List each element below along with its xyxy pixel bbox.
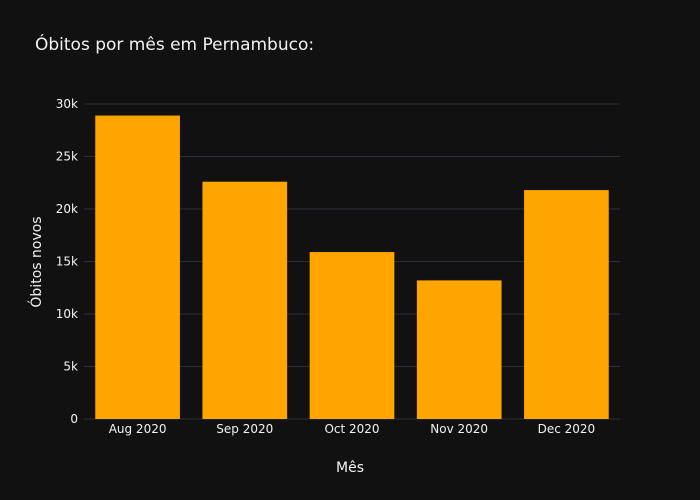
y-axis-ticks: 0 5k 10k 15k 20k 25k 30k [56, 97, 78, 426]
bar[interactable] [95, 115, 180, 420]
x-tick-label: Aug 2020 [109, 422, 167, 436]
y-tick-label: 25k [56, 150, 78, 164]
x-tick-label: Nov 2020 [430, 422, 488, 436]
bar[interactable] [309, 252, 395, 419]
bars [95, 115, 609, 420]
y-tick-label: 10k [56, 307, 78, 321]
bar[interactable] [202, 181, 288, 419]
y-tick-label: 20k [56, 202, 78, 216]
x-tick-label: Sep 2020 [216, 422, 273, 436]
y-tick-label: 5k [63, 360, 78, 374]
x-axis-ticks: Aug 2020 Sep 2020 Oct 2020 Nov 2020 Dec 2020 [109, 422, 595, 436]
bar[interactable] [416, 280, 502, 419]
bar[interactable] [524, 190, 609, 419]
y-axis-title: Óbitos novos [27, 216, 45, 307]
chart-title: Óbitos por mês em Pernambuco: [35, 33, 314, 55]
y-tick-label: 30k [56, 97, 78, 111]
x-axis-title: Mês [336, 460, 364, 476]
y-tick-label: 0 [70, 412, 78, 426]
x-tick-label: Oct 2020 [324, 422, 379, 436]
y-tick-label: 15k [56, 255, 78, 269]
x-tick-label: Dec 2020 [538, 422, 596, 436]
